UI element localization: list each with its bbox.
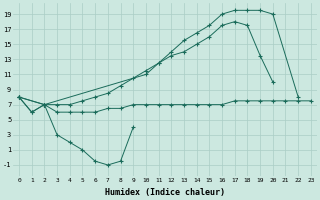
X-axis label: Humidex (Indice chaleur): Humidex (Indice chaleur) xyxy=(105,188,225,197)
